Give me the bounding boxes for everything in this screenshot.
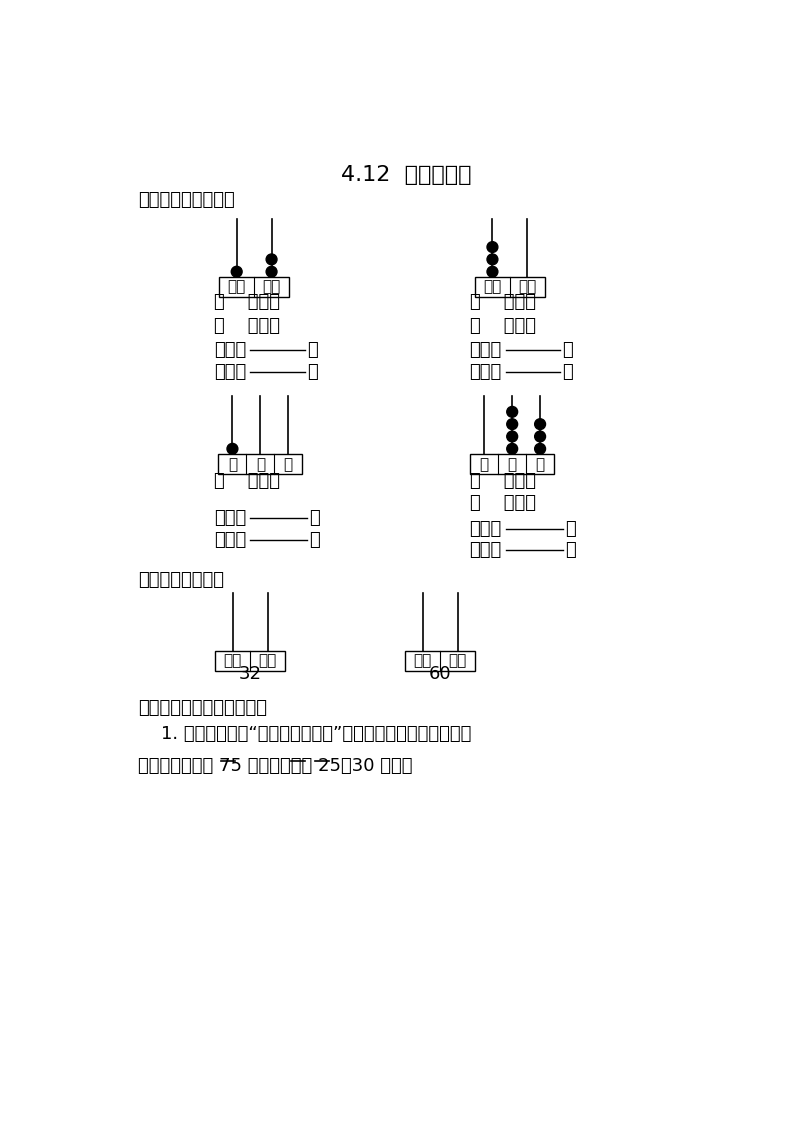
Circle shape (534, 443, 546, 454)
Bar (470, 454, 554, 475)
Text: 个位: 个位 (259, 653, 277, 668)
Text: 个位: 个位 (518, 279, 536, 295)
Text: 32: 32 (239, 664, 262, 682)
Text: 。: 。 (307, 362, 317, 380)
Text: （    ）个十: （ ）个十 (469, 472, 535, 490)
Text: 写作：: 写作： (469, 542, 502, 560)
Text: 60: 60 (429, 664, 451, 682)
Text: 读作：: 读作： (469, 519, 502, 537)
Text: 个: 个 (535, 457, 545, 471)
Text: 写作：: 写作： (214, 531, 246, 549)
Bar (405, 651, 475, 671)
Text: 4.12  读数、写数: 4.12 读数、写数 (341, 165, 471, 185)
Text: 。: 。 (565, 542, 576, 560)
Text: 写作：: 写作： (469, 362, 502, 380)
Circle shape (232, 266, 242, 277)
Text: 十位: 十位 (228, 279, 246, 295)
Text: 。: 。 (309, 531, 320, 549)
Text: 个位: 个位 (448, 653, 467, 668)
Circle shape (534, 431, 546, 442)
Text: 。: 。 (562, 362, 573, 380)
Text: 。: 。 (562, 341, 573, 359)
Circle shape (487, 266, 498, 277)
Text: 读作：: 读作： (214, 509, 246, 527)
Text: 。: 。 (307, 341, 317, 359)
Circle shape (266, 254, 277, 265)
Text: 个: 个 (284, 457, 293, 471)
Text: 性藏羚羊身高约 75 厘米，体重为 25～30 千克。: 性藏羚羊身高约 75 厘米，体重为 25～30 千克。 (138, 757, 412, 775)
Bar (219, 454, 302, 475)
Circle shape (534, 419, 546, 430)
Text: 读作：: 读作： (469, 341, 502, 359)
Text: 1. 藏羚羊被称为“可可西里的骄傲”，是我国特有物种。成年雌: 1. 藏羚羊被称为“可可西里的骄傲”，是我国特有物种。成年雌 (138, 725, 471, 743)
Text: 十位: 十位 (414, 653, 432, 668)
Text: 三、读出下面横线上的数。: 三、读出下面横线上的数。 (138, 699, 267, 717)
Text: 十位: 十位 (483, 279, 501, 295)
Text: （    ）个十: （ ）个十 (469, 294, 535, 312)
Bar (216, 651, 285, 671)
Text: （    ）个十: （ ）个十 (214, 294, 280, 312)
Circle shape (507, 431, 518, 442)
Text: （    ）个一: （ ）个一 (214, 316, 280, 334)
Text: 百: 百 (480, 457, 488, 471)
Text: （    ）个一: （ ）个一 (469, 316, 535, 334)
Text: 个位: 个位 (262, 279, 281, 295)
Circle shape (487, 254, 498, 265)
Text: （    ）个一: （ ）个一 (469, 494, 535, 512)
Text: 十: 十 (256, 457, 265, 471)
Text: 。: 。 (565, 519, 576, 537)
Bar (475, 277, 545, 297)
Text: 读作：: 读作： (214, 341, 246, 359)
Bar (219, 277, 289, 297)
Text: 。: 。 (309, 509, 320, 527)
Text: 十位: 十位 (224, 653, 242, 668)
Text: 百: 百 (228, 457, 237, 471)
Circle shape (266, 266, 277, 277)
Text: 一、看珠子填一填。: 一、看珠子填一填。 (138, 191, 235, 209)
Text: 写作：: 写作： (214, 362, 246, 380)
Circle shape (227, 443, 238, 454)
Text: 十: 十 (508, 457, 517, 471)
Circle shape (507, 419, 518, 430)
Text: （    ）个百: （ ）个百 (214, 472, 280, 490)
Text: 二、看数画珠子。: 二、看数画珠子。 (138, 571, 224, 589)
Circle shape (507, 406, 518, 417)
Circle shape (507, 443, 518, 454)
Circle shape (487, 241, 498, 252)
